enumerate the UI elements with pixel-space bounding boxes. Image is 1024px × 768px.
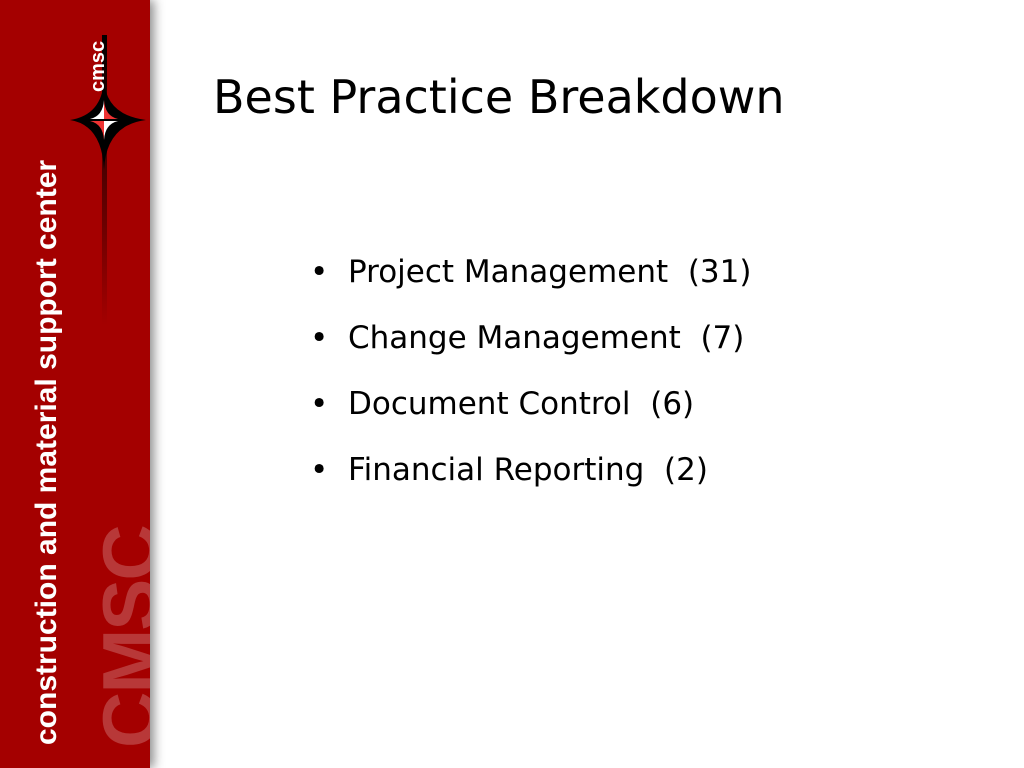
bullet-list: • Project Management (31) • Change Managem… — [310, 250, 751, 514]
cmsc-watermark: CMSC — [86, 526, 150, 748]
bullet-icon: • — [310, 386, 329, 422]
bullet-icon: • — [310, 452, 329, 488]
sidebar-banner: CMSC construction and material support c… — [0, 0, 150, 768]
list-item: • Change Management (7) — [310, 316, 751, 382]
list-item: • Financial Reporting (2) — [310, 448, 751, 514]
list-item: • Document Control (6) — [310, 382, 751, 448]
slide-title: Best Practice Breakdown — [213, 70, 785, 124]
list-item: • Project Management (31) — [310, 250, 751, 316]
bullet-icon: • — [310, 254, 329, 290]
cmsc-logo — [70, 35, 146, 325]
bullet-icon: • — [310, 320, 329, 356]
vertical-organization-name: construction and material support center — [30, 159, 63, 745]
logo-text: cmsc — [87, 40, 109, 92]
